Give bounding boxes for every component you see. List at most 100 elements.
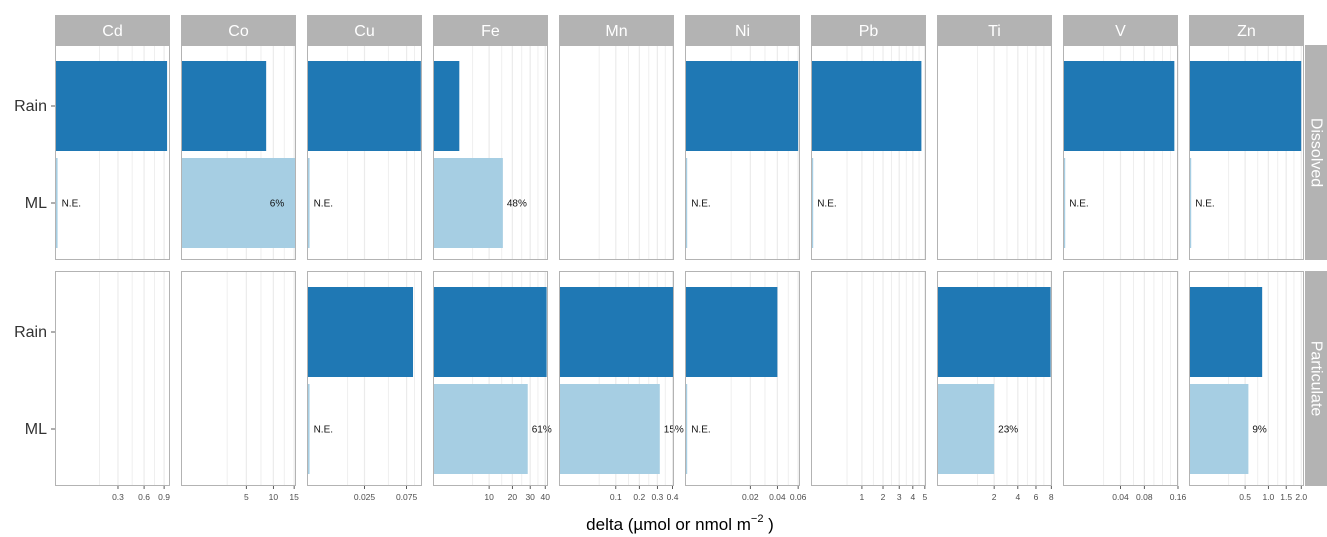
x-tick-label-cd: 0.6 [138,492,150,502]
x-tick-label-v: 0.04 [1112,492,1129,502]
y-tick-label-ml: ML [25,195,47,212]
panel-ti-particulate: 23% [937,271,1052,486]
panel-co-dissolved: 6% [181,45,296,260]
bar-rain-fe-particulate [433,287,547,377]
bar-ml-cd-dissolved [55,158,58,248]
bar-rain-ti-particulate [937,287,1051,377]
x-tick-label-v: 0.08 [1136,492,1153,502]
x-tick-label-pb: 4 [910,492,915,502]
panel-border [55,271,170,486]
x-tick-label-zn: 1.5 [1280,492,1292,502]
panel-zn-dissolved: N.E. [1189,45,1304,260]
panel-ni-particulate: N.E. [685,271,800,486]
panel-border [1189,271,1304,486]
panel-border [559,271,674,486]
panel-border [1063,45,1178,260]
bar-ml-cu-dissolved [307,158,310,248]
bar-ml-zn-particulate [1189,384,1249,474]
panel-border [307,45,422,260]
strip-label-pb: Pb [859,23,879,40]
data-label-ml-cd-dissolved: N.E. [62,199,81,210]
x-tick-label-pb: 1 [860,492,865,502]
data-label-ml-v-dissolved: N.E. [1069,199,1088,210]
strip-label-v: V [1115,23,1126,40]
panel-border [811,45,926,260]
x-tick-label-cd: 0.3 [112,492,124,502]
bar-rain-cu-dissolved [307,61,421,151]
row-strip-label-particulate: Particulate [1308,341,1325,417]
data-label-ml-fe-dissolved: 48% [507,199,527,210]
bar-rain-zn-particulate [1189,287,1263,377]
strip-label-cd: Cd [102,23,122,40]
panel-border [937,271,1052,486]
data-label-ml-ni-particulate: N.E. [691,425,710,436]
x-tick-label-co: 15 [289,492,299,502]
panel-cd-dissolved: N.E. [55,45,170,260]
data-label-ml-cu-particulate: N.E. [314,425,333,436]
panel-border [433,45,548,260]
strip-label-mn: Mn [605,23,627,40]
x-tick-label-ti: 4 [1015,492,1020,502]
strip-zn [1189,15,1304,45]
x-tick-label-fe: 20 [508,492,518,502]
data-label-ml-zn-dissolved: N.E. [1195,199,1214,210]
data-label-ml-fe-particulate: 61% [532,425,552,436]
x-tick-label-pb: 2 [881,492,886,502]
row-strip-dissolved [1305,45,1327,260]
x-tick-label-fe: 10 [484,492,494,502]
data-label-ml-ni-dissolved: N.E. [691,199,710,210]
x-tick-label-cu: 0.025 [354,492,376,502]
x-tick-label-pb: 5 [922,492,927,502]
panel-pb-dissolved: N.E. [811,45,926,260]
panel-border [55,45,170,260]
x-tick-label-ni: 0.06 [790,492,807,502]
bar-ml-ni-particulate [685,384,688,474]
bar-ml-v-dissolved [1063,158,1066,248]
x-tick-label-zn: 0.5 [1239,492,1251,502]
panel-border [559,45,674,260]
bar-rain-mn-particulate [559,287,674,377]
x-tick-label-mn: 0.3 [651,492,663,502]
strip-ni [685,15,800,45]
strip-co [181,15,296,45]
x-tick-label-ni: 0.02 [742,492,759,502]
panel-mn-particulate: 15% [559,271,684,486]
panel-mn-dissolved [559,45,674,260]
data-label-ml-cu-dissolved: N.E. [314,199,333,210]
x-axis-title: delta (µmol or nmol m−2 ) [586,513,774,534]
bar-ml-cu-particulate [307,384,310,474]
panel-border [181,45,296,260]
bar-rain-cu-particulate [307,287,414,377]
panel-border [937,45,1052,260]
data-label-ml-ti-particulate: 23% [998,425,1018,436]
panel-border [433,271,548,486]
y-tick-label-rain: Rain [14,98,47,115]
x-tick-label-fe: 30 [525,492,535,502]
x-tick-label-zn: 2.0 [1295,492,1307,502]
panel-cu-dissolved: N.E. [307,45,422,260]
strip-pb [811,15,926,45]
x-tick-label-mn: 0.1 [610,492,622,502]
bar-rain-pb-dissolved [811,61,922,151]
strip-label-cu: Cu [354,23,374,40]
y-tick-label-rain: Rain [14,324,47,341]
panel-fe-dissolved: 48% [433,45,548,260]
strip-cd [55,15,170,45]
panel-cu-particulate: N.E. [307,271,422,486]
strip-v [1063,15,1178,45]
panel-border [307,271,422,486]
facet-panels: Cd N.E. Co 6% Cu N.E. N.E. Fe 48% 61% Mn 15% Ni N.E. N… [55,15,1327,486]
x-tick-label-zn: 1.0 [1262,492,1274,502]
data-label-ml-zn-particulate: 9% [1252,425,1267,436]
row-strip-particulate [1305,271,1327,486]
panel-co-particulate [181,271,296,486]
bar-ml-co-dissolved [181,158,296,248]
bar-ml-ni-dissolved [685,158,688,248]
panel-v-dissolved: N.E. [1063,45,1179,260]
bar-ml-zn-dissolved [1189,158,1192,248]
x-tick-label-ti: 8 [1049,492,1054,502]
x-tick-label-co: 10 [269,492,279,502]
panel-fe-particulate: 61% [433,271,552,486]
panel-border [685,45,800,260]
